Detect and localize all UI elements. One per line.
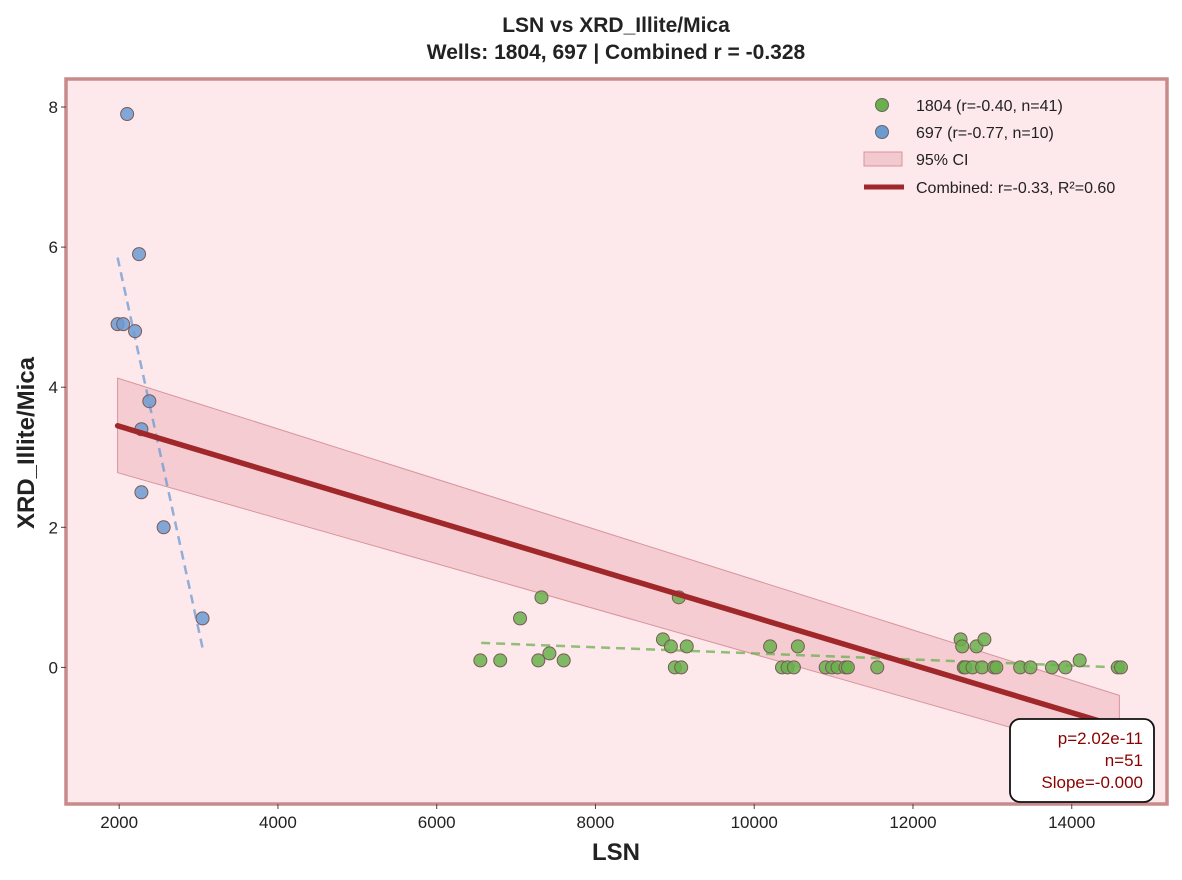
data-point-697 [195,611,210,626]
stats-slope: Slope=-0.000 [1041,773,1143,792]
y-axis-label: XRD_Illite/Mica [13,356,40,529]
data-point-1804 [840,660,855,675]
legend: 1804 (r=-0.40, n=41) 697 (r=-0.77, n=10)… [863,98,1115,197]
x-tick-label: 4000 [259,813,297,832]
data-point-1804 [513,611,528,626]
y-tick-label: 0 [49,658,58,677]
data-point-1804 [975,660,990,675]
stats-p-value: p=2.02e-11 [1058,729,1143,748]
data-point-1804 [870,660,885,675]
data-point-1804 [663,639,678,654]
data-point-697 [120,107,135,122]
data-point-1804 [786,660,801,675]
legend-marker-1804 [875,98,889,112]
data-point-1804 [531,653,546,668]
data-point-1804 [1044,660,1059,675]
x-axis-label: LSN [592,839,640,866]
data-point-1804 [1023,660,1038,675]
data-point-1804 [556,653,571,668]
legend-label-combined: Combined: r=-0.33, R²=0.60 [916,180,1115,197]
data-point-697 [132,247,147,262]
data-point-1804 [674,660,689,675]
data-point-697 [116,317,131,332]
x-tick-label: 10000 [731,813,778,832]
data-point-1804 [493,653,508,668]
x-tick-label: 2000 [100,813,138,832]
legend-label-ci: 95% CI [916,152,968,169]
data-point-697 [156,520,171,535]
plot-frame [64,77,1169,806]
data-point-1804 [790,639,805,654]
stats-box: p=2.02e-11 n=51 Slope=-0.000 [1009,718,1155,803]
data-point-1804 [1113,660,1128,675]
x-tick-label: 6000 [418,813,456,832]
data-point-697 [128,324,143,339]
trend-line-1804 [481,641,1120,669]
legend-label-1804: 1804 (r=-0.40, n=41) [916,98,1063,115]
data-point-1804 [473,653,488,668]
data-point-1804 [955,639,970,654]
data-point-697 [142,394,157,409]
legend-marker-ci [863,151,903,167]
data-point-1804 [1058,660,1073,675]
plot-background [66,79,1167,804]
chart-title: LSN vs XRD_Illite/Mica [502,14,730,37]
data-point-1804 [763,639,778,654]
data-point-1804 [679,639,694,654]
y-tick-label: 4 [49,378,58,397]
y-tick-label: 6 [49,238,58,257]
data-point-1804 [534,590,549,605]
x-tick-label: 8000 [577,813,615,832]
data-point-1804 [1072,653,1087,668]
legend-marker-697 [875,125,889,139]
data-point-697 [134,485,149,500]
plot-area [61,77,1169,809]
stats-box-frame [1009,718,1155,803]
data-point-1804 [542,646,557,661]
legend-label-697: 697 (r=-0.77, n=10) [916,125,1054,142]
x-tick-label: 14000 [1048,813,1095,832]
stats-n: n=51 [1105,751,1143,770]
y-tick-label: 2 [49,518,58,537]
y-tick-label: 8 [49,98,58,117]
x-tick-label: 12000 [889,813,936,832]
data-point-1804 [989,660,1004,675]
data-point-1804 [977,632,992,647]
combined-fit-line [114,422,1123,730]
trend-line-697 [116,257,204,649]
chart-subtitle: Wells: 1804, 697 | Combined r = -0.328 [427,41,806,64]
